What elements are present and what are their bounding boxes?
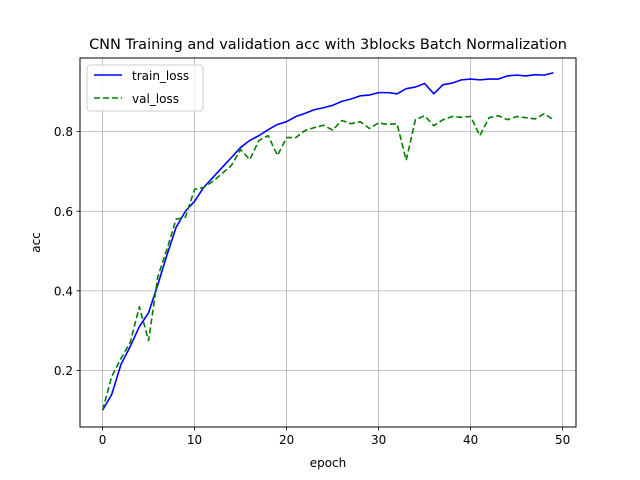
y-tick-label: 0.6 [54,205,73,219]
chart-title: CNN Training and validation acc with 3bl… [89,37,567,53]
series-line-val-loss [101,112,554,411]
plot-frame [79,57,577,428]
y-axis-label: acc [29,232,43,253]
legend-label-train-loss: train_loss [132,69,189,83]
y-tick-label: 0.2 [54,364,73,378]
y-tick-label: 0.4 [54,284,73,298]
legend-label-val-loss: val_loss [132,92,179,106]
ticks-layer: 0 10 20 30 40 50 0.2 0.4 0.6 0.8 [54,125,570,447]
x-tick-label: 0 [99,433,107,447]
x-tick-label: 10 [187,433,202,447]
x-tick-label: 20 [279,433,294,447]
legend-box [86,64,204,112]
series-line-train-loss [101,71,554,411]
series-layer [101,71,554,411]
grid-layer [80,58,576,427]
x-tick-label: 40 [463,433,478,447]
y-tick-label: 0.8 [54,125,73,139]
legend: train_loss val_loss [86,64,204,112]
x-tick-label: 30 [371,433,386,447]
x-tick-label: 50 [555,433,570,447]
x-axis-label: epoch [310,456,347,470]
